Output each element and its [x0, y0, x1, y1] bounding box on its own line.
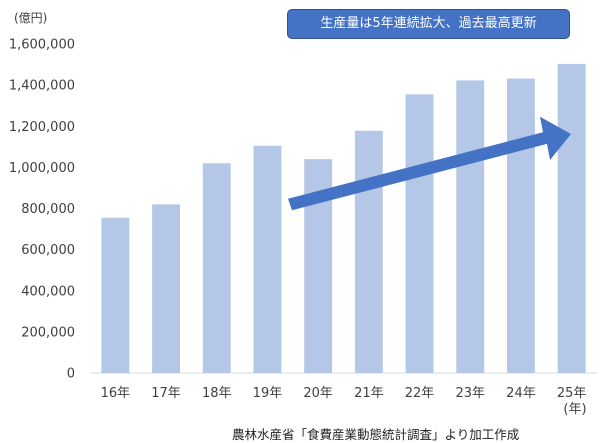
x-tick-label: 17年	[151, 386, 181, 401]
x-tick-label: 19年	[253, 386, 283, 401]
x-tick-label: 16年	[101, 386, 131, 401]
bars	[101, 63, 586, 374]
bar	[101, 217, 130, 373]
y-tick-label: 1,600,000	[9, 38, 75, 53]
annotation-callout: 生産量は5年連続拡大、過去最高更新	[287, 9, 570, 39]
x-unit-label: (年)	[563, 402, 586, 417]
x-tick-label: 24年	[506, 386, 536, 401]
y-tick-label: 600,000	[21, 243, 75, 258]
bar	[152, 204, 180, 373]
trend-arrow	[288, 116, 571, 211]
y-tick-label: 800,000	[21, 202, 75, 217]
x-tick-label: 18年	[202, 386, 232, 401]
y-tick-label: 400,000	[21, 284, 75, 299]
y-unit-label: (億円)	[14, 11, 47, 25]
y-tick-label: 200,000	[21, 325, 75, 340]
y-axis-ticks: 0 200,000 400,000 600,000 800,000 1,000,000 1,…	[9, 38, 75, 382]
bar	[202, 163, 231, 373]
y-tick-label: 0	[67, 367, 75, 382]
x-tick-label: 25年	[557, 386, 587, 401]
y-tick-label: 1,400,000	[9, 79, 75, 94]
bar	[253, 145, 282, 373]
bar	[354, 130, 383, 373]
x-tick-label: 23年	[455, 386, 485, 401]
bar	[456, 80, 485, 373]
x-tick-label: 21年	[354, 386, 384, 401]
x-tick-label: 22年	[405, 386, 435, 401]
bar	[557, 63, 586, 374]
y-tick-label: 1,000,000	[9, 161, 75, 176]
x-axis-ticks: 16年 17年 18年 19年 20年 21年 22年 23年 24年 25年	[101, 386, 587, 401]
bar	[507, 78, 535, 374]
bar	[405, 94, 434, 374]
y-tick-label: 1,200,000	[9, 120, 75, 135]
x-tick-label: 20年	[303, 386, 333, 401]
source-note: 農林水産省「食費産業動態統計調査」より加工作成	[232, 427, 520, 442]
